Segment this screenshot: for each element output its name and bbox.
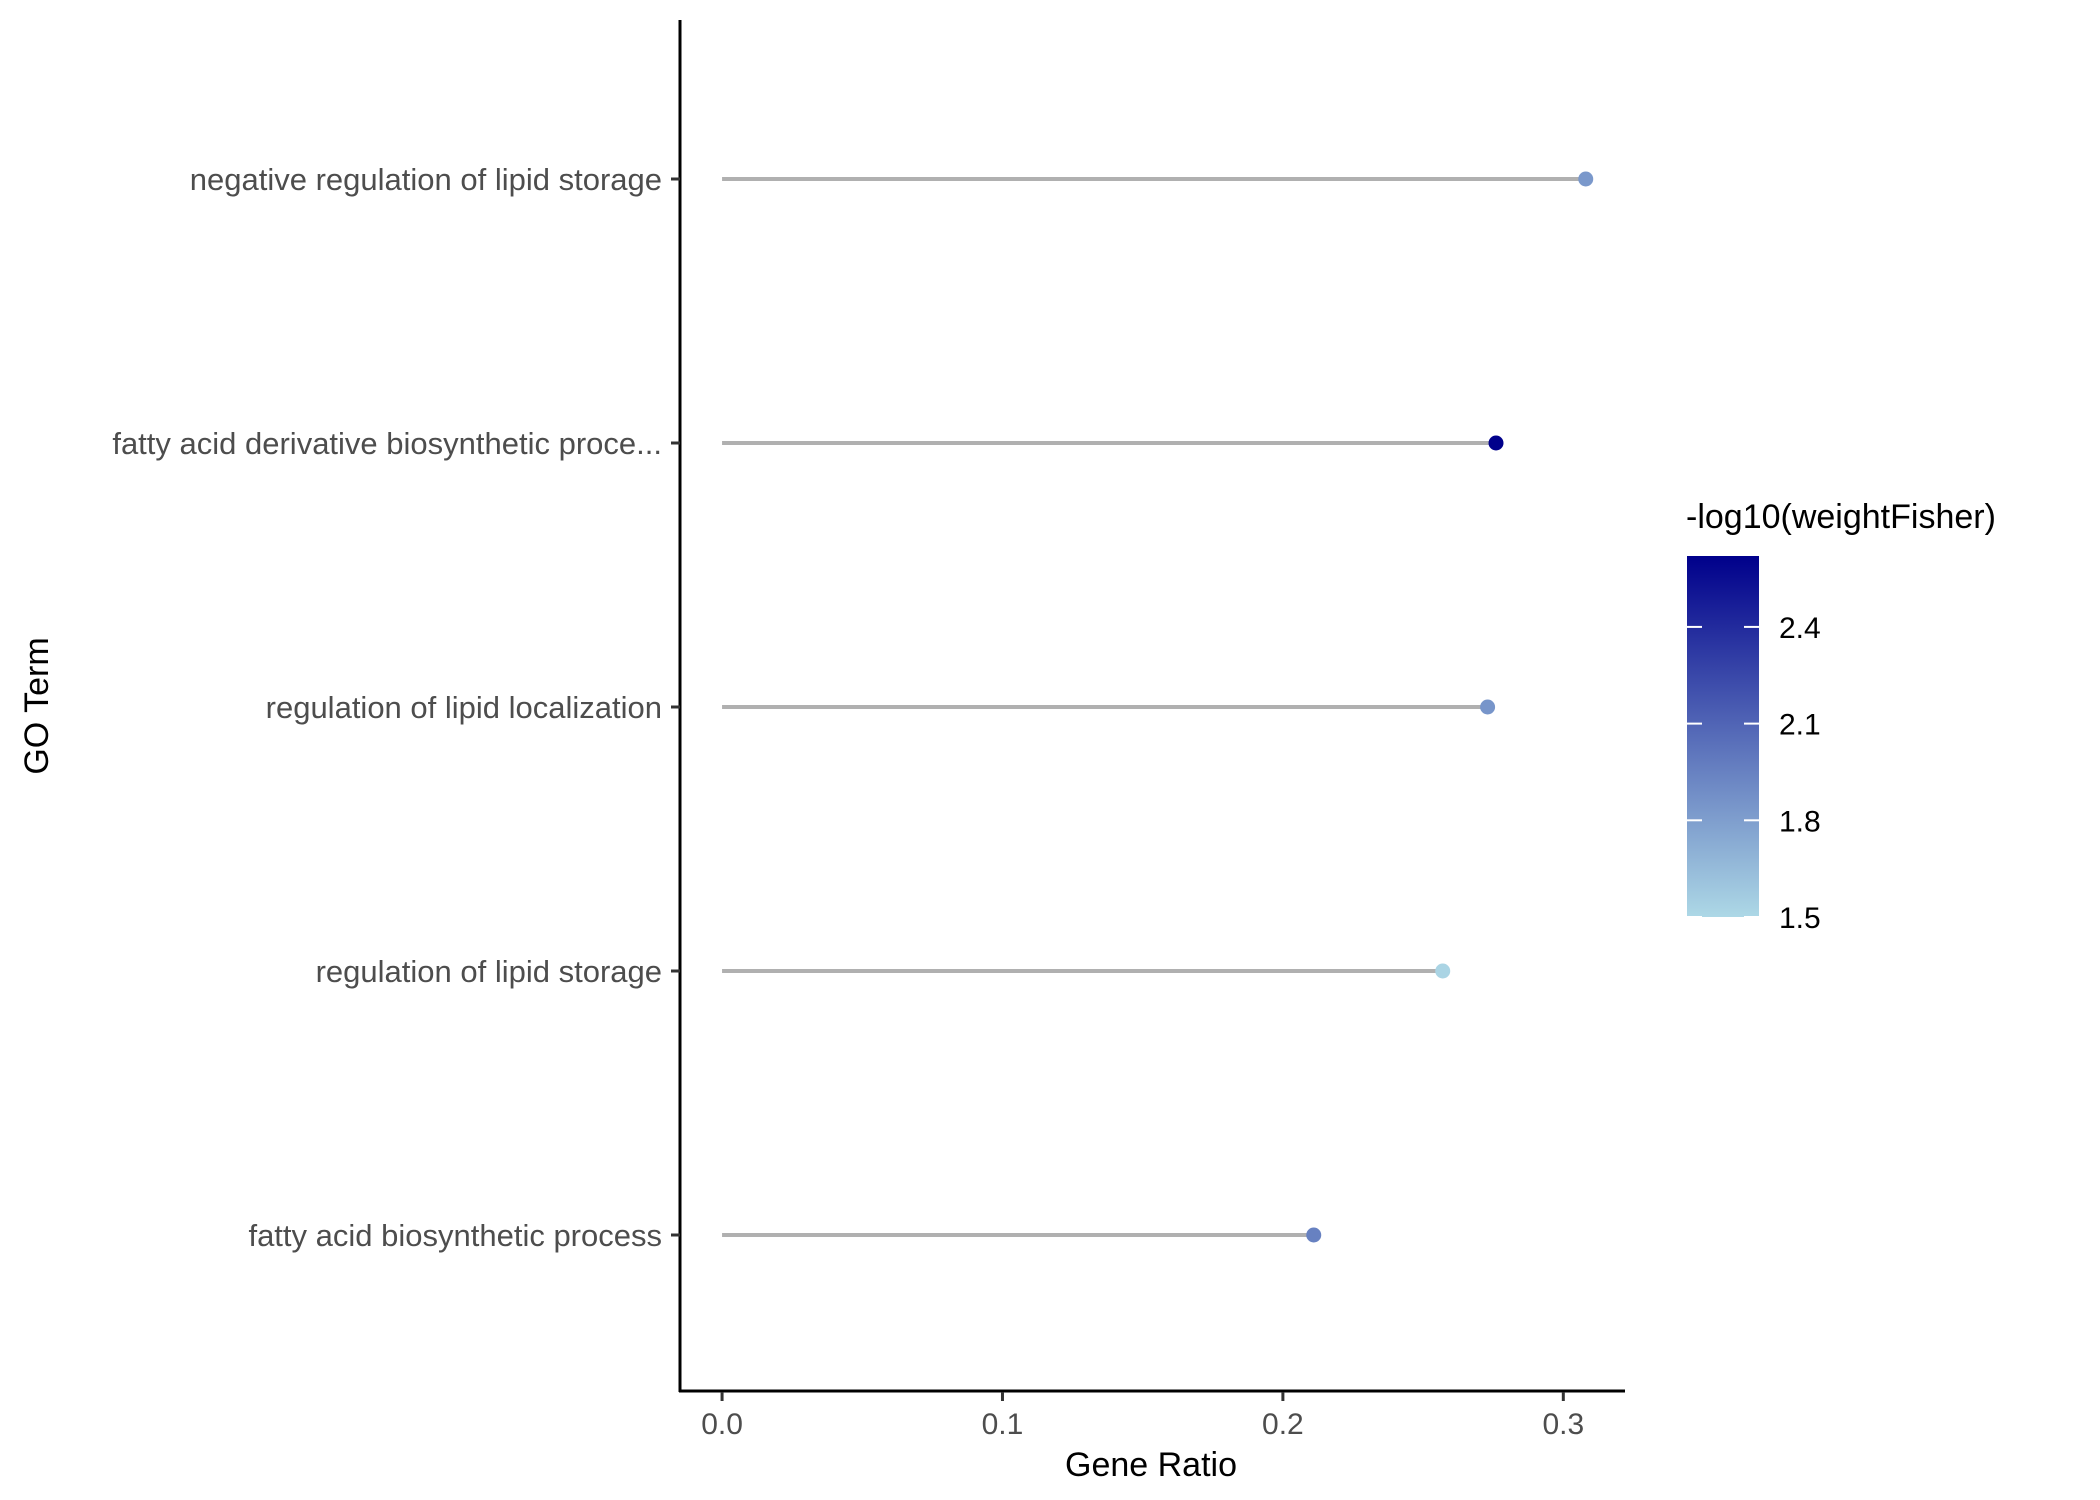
- x-axis-title: Gene Ratio: [1065, 1446, 1237, 1484]
- x-tick-label: 0.3: [1542, 1408, 1584, 1441]
- lollipop-point: [1306, 1227, 1322, 1243]
- y-axis-ticks: negative regulation of lipid storage fatt…: [112, 162, 680, 1253]
- y-tick-label: negative regulation of lipid storage: [190, 162, 662, 197]
- x-tick-label: 0.1: [982, 1408, 1024, 1441]
- x-axis-ticks: 0.0 0.1 0.2 0.3: [701, 1392, 1584, 1441]
- y-tick-label: regulation of lipid localization: [266, 690, 662, 725]
- legend-tick-label: 2.4: [1779, 612, 1821, 645]
- legend-tick-label: 2.1: [1779, 709, 1821, 742]
- legend-tick-label: 1.8: [1779, 805, 1821, 838]
- y-tick-label: regulation of lipid storage: [316, 954, 662, 989]
- legend-title: -log10(weightFisher): [1686, 498, 1996, 536]
- legend-tick-label: 1.5: [1779, 902, 1821, 935]
- color-legend: -log10(weightFisher) 2.4 2.1 1.8 1.5: [1686, 498, 1996, 935]
- lollipop-point: [1578, 171, 1594, 187]
- y-tick-label: fatty acid derivative biosynthetic proce…: [112, 426, 662, 461]
- x-tick-label: 0.2: [1262, 1408, 1304, 1441]
- lollipop-point: [1480, 699, 1496, 715]
- x-tick-label: 0.0: [701, 1408, 743, 1441]
- lollipop-points: [1306, 171, 1594, 1243]
- lollipop-stems: [722, 177, 1586, 1237]
- y-tick-label: fatty acid biosynthetic process: [248, 1218, 662, 1253]
- legend-ticks: 2.4 2.1 1.8 1.5: [1687, 612, 1821, 935]
- lollipop-point: [1488, 435, 1504, 451]
- y-axis-title: GO Term: [18, 637, 56, 774]
- legend-colorbar: [1687, 556, 1759, 917]
- lollipop-point: [1435, 963, 1451, 979]
